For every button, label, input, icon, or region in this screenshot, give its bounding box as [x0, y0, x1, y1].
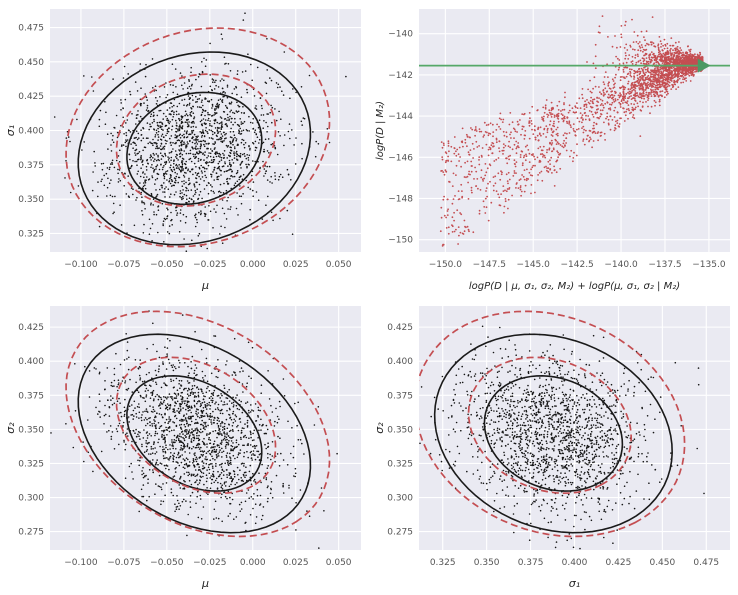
- x-axis-label: σ₁: [569, 577, 580, 590]
- y-tick-label: 0.325: [387, 459, 413, 469]
- plot-mu-sigma1: −0.100 −0.075 −0.050 −0.025 0.000 0.025 0.050 0…: [0, 0, 369, 297]
- y-tick-label: 0.300: [387, 494, 413, 504]
- y-tick-label: 0.400: [18, 357, 44, 367]
- contour-solid: [483, 375, 624, 492]
- contour-dashed: [65, 310, 331, 538]
- y-tick-label: 0.325: [18, 459, 44, 469]
- x-tick-label: −0.025: [193, 260, 226, 270]
- x-tick-label: 0.000: [240, 558, 266, 568]
- y-tick-label: −142: [388, 71, 413, 81]
- x-tick-label: 0.050: [326, 558, 352, 568]
- contour-dashed: [65, 27, 331, 248]
- y-tick-label: 0.425: [387, 323, 413, 333]
- x-tick-label: −0.025: [193, 558, 226, 568]
- x-tick-label: −0.075: [107, 260, 140, 270]
- x-tick-label: −137.5: [648, 260, 681, 270]
- y-tick-label: 0.275: [387, 528, 413, 538]
- x-tick-label: 0.000: [240, 260, 266, 270]
- tick-labels: −0.100 −0.075 −0.050 −0.025 0.000 0.025 0.050 0…: [18, 24, 352, 270]
- y-tick-label: 0.425: [18, 92, 44, 102]
- triangle-marker: [697, 58, 711, 73]
- x-tick-label: 0.450: [649, 558, 675, 568]
- x-tick-label: −140.0: [604, 260, 638, 270]
- contour-ellipses: [65, 27, 331, 248]
- contour-solid: [433, 333, 673, 534]
- y-tick-label: 0.375: [18, 161, 44, 171]
- plot-mu-sigma2: −0.100 −0.075 −0.050 −0.025 0.000 0.025 0.050 0…: [0, 297, 369, 595]
- x-tick-label: −0.050: [150, 260, 184, 270]
- y-tick-label: 0.475: [18, 24, 44, 34]
- y-tick-label: 0.400: [387, 357, 413, 367]
- y-tick-label: 0.350: [18, 425, 44, 435]
- contour-solid: [126, 91, 263, 206]
- tick-labels: −150.0 −147.5 −145.0 −142.5 −140.0 −137.5 −135…: [388, 30, 726, 270]
- x-axis-label: μ: [201, 279, 209, 292]
- x-tick-label: 0.325: [430, 558, 456, 568]
- y-tick-label: 0.375: [387, 391, 413, 401]
- contour-solid: [77, 51, 312, 246]
- x-tick-label: −142.5: [560, 260, 593, 270]
- scatter-points: [50, 310, 338, 549]
- data-layer: [419, 15, 730, 247]
- x-tick-label: 0.425: [606, 558, 632, 568]
- x-tick-label: 0.025: [283, 260, 309, 270]
- y-tick-label: 0.325: [18, 229, 44, 239]
- y-tick-label: 0.350: [18, 195, 44, 205]
- data-layer: [50, 310, 338, 549]
- x-tick-label: 0.350: [474, 558, 500, 568]
- y-axis-label: σ₂: [4, 422, 17, 434]
- contour-ellipses: [419, 310, 686, 538]
- tick-labels: 0.325 0.350 0.375 0.400 0.425 0.450 0.475 0.275…: [387, 323, 719, 568]
- contour-dashed: [467, 356, 633, 495]
- scatter-points: [419, 325, 705, 550]
- y-tick-label: 0.275: [18, 528, 44, 538]
- tick-labels: −0.100 −0.075 −0.050 −0.025 0.000 0.025 0.050 0…: [18, 323, 352, 568]
- y-tick-label: 0.375: [18, 391, 44, 401]
- contour-dashed: [419, 310, 686, 538]
- x-tick-label: −145.0: [517, 260, 551, 270]
- x-tick-label: 0.025: [283, 558, 309, 568]
- contour-dashed: [115, 73, 277, 207]
- y-tick-label: 0.350: [387, 425, 413, 435]
- x-tick-label: −0.050: [150, 558, 184, 568]
- y-tick-label: −146: [388, 153, 413, 163]
- data-layer: [419, 310, 705, 550]
- y-axis-label: σ₂: [373, 422, 386, 434]
- y-tick-label: −144: [388, 112, 413, 122]
- x-tick-label: −0.100: [64, 558, 98, 568]
- y-tick-label: 0.300: [18, 494, 44, 504]
- x-tick-label: −135.0: [692, 260, 726, 270]
- plot-sigma1-sigma2: 0.325 0.350 0.375 0.400 0.425 0.450 0.475 0.275…: [369, 297, 738, 595]
- plot-evidence-scatter: −150.0 −147.5 −145.0 −142.5 −140.0 −137.5 −135…: [369, 0, 738, 297]
- x-tick-label: 0.375: [518, 558, 544, 568]
- x-tick-label: 0.475: [693, 558, 719, 568]
- gridlines: [50, 306, 361, 550]
- y-axis-label: σ₁: [4, 125, 17, 136]
- y-tick-label: −148: [388, 194, 413, 204]
- y-axis-label: logP(D | M₂): [375, 101, 386, 160]
- x-tick-label: −0.075: [107, 558, 140, 568]
- contour-solid: [77, 333, 312, 534]
- x-tick-label: 0.050: [326, 260, 352, 270]
- contour-ellipses: [65, 310, 331, 538]
- y-tick-label: 0.425: [18, 323, 44, 333]
- x-axis-label: logP(D | μ, σ₁, σ₂, M₂) + logP(μ, σ₁, σ₂…: [469, 281, 680, 292]
- x-tick-label: 0.400: [562, 558, 588, 568]
- x-tick-label: −0.100: [64, 260, 98, 270]
- x-axis-label: μ: [201, 577, 209, 590]
- contour-solid: [126, 375, 263, 492]
- y-tick-label: −150: [388, 236, 413, 246]
- contour-dashed: [115, 356, 277, 495]
- x-tick-label: −150.0: [429, 260, 463, 270]
- y-tick-label: −140: [388, 30, 413, 40]
- y-tick-label: 0.400: [18, 127, 44, 137]
- axes-background: [50, 306, 361, 550]
- x-tick-label: −147.5: [473, 260, 506, 270]
- gridlines: [419, 306, 730, 550]
- data-layer: [53, 12, 347, 252]
- y-tick-label: 0.450: [18, 58, 44, 68]
